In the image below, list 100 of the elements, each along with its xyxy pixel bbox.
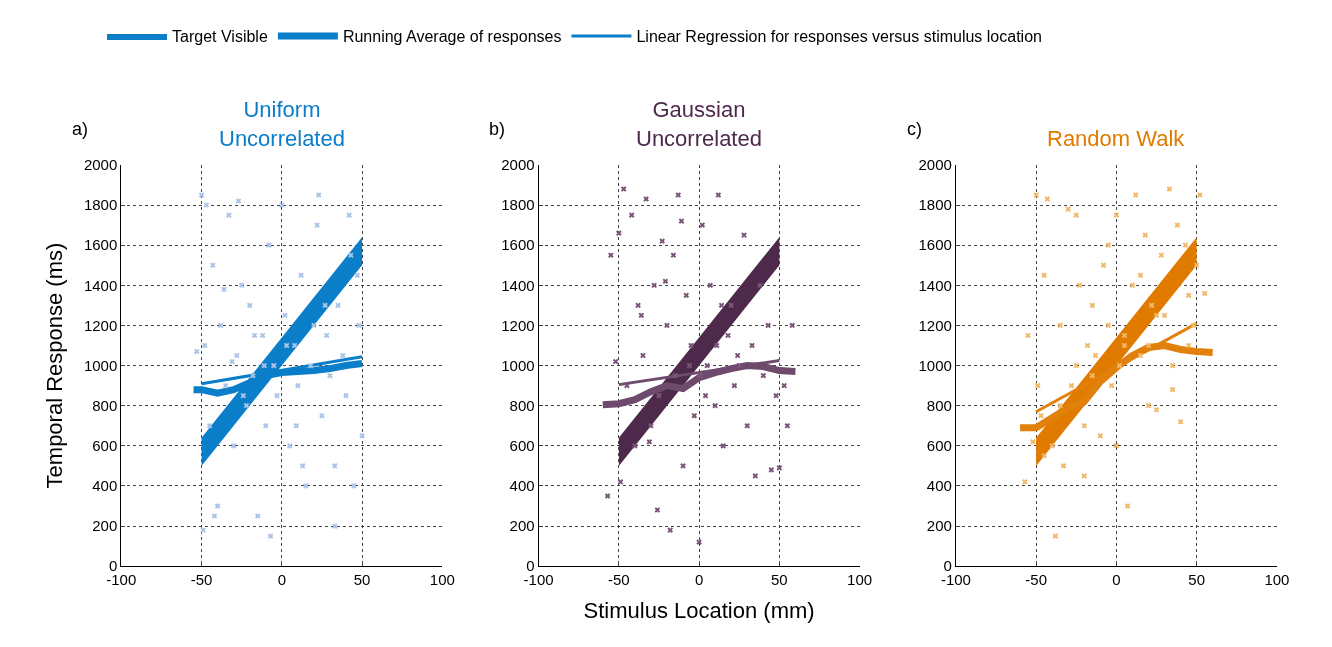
x-tick-label: 0 — [277, 571, 286, 589]
y-tick-label: 1200 — [83, 316, 118, 334]
point — [299, 463, 306, 469]
point — [1201, 290, 1208, 297]
point — [222, 382, 229, 389]
point — [757, 282, 763, 289]
point — [1137, 272, 1144, 279]
point — [1034, 382, 1041, 389]
point — [784, 422, 791, 429]
point — [675, 192, 682, 198]
point — [670, 252, 677, 259]
point — [1166, 186, 1173, 192]
point — [226, 212, 232, 218]
point — [1116, 362, 1123, 369]
point — [1197, 192, 1203, 198]
text: c) — [907, 119, 922, 139]
point — [266, 242, 272, 248]
legend-label: Running Average of responses — [342, 28, 562, 46]
y-tick-label: 200 — [509, 517, 535, 535]
point — [343, 392, 349, 399]
point — [736, 362, 743, 369]
point — [715, 192, 722, 198]
chart-title: Random Walk — [1047, 126, 1186, 151]
point — [1041, 453, 1047, 459]
point — [1121, 332, 1128, 339]
point — [699, 222, 706, 228]
point — [331, 463, 338, 469]
point — [697, 372, 704, 379]
point — [776, 465, 783, 471]
point — [616, 230, 622, 236]
point — [1129, 282, 1136, 289]
y-tick-label: 1400 — [918, 276, 952, 294]
point — [283, 342, 290, 349]
point — [1132, 192, 1139, 198]
point — [656, 392, 662, 399]
point — [686, 362, 693, 369]
point — [1084, 342, 1091, 349]
point — [1073, 212, 1080, 218]
point — [707, 282, 714, 289]
legend-label: Target Visible — [172, 28, 268, 46]
point — [200, 527, 206, 533]
y-tick-label: 1000 — [501, 356, 535, 374]
point — [1148, 302, 1155, 309]
point — [1022, 479, 1028, 485]
point — [1049, 443, 1056, 449]
point — [1185, 342, 1192, 349]
point — [731, 382, 738, 389]
point — [654, 507, 661, 513]
point — [662, 278, 669, 285]
text: a) — [72, 119, 89, 139]
point — [781, 382, 787, 389]
y-tick-label: 400 — [92, 477, 118, 495]
point — [1108, 382, 1115, 389]
point — [238, 282, 245, 289]
chart-title: Gaussian Uncorrelated — [636, 97, 762, 151]
point — [278, 202, 285, 208]
y-tick-label: 1800 — [83, 196, 118, 214]
point — [1092, 352, 1099, 359]
point — [1100, 262, 1107, 269]
point — [291, 342, 298, 349]
legend-label: Linear Regression for responses versus stimulus location — [636, 28, 1042, 46]
point — [1033, 192, 1039, 198]
x-tick-label: -50 — [190, 571, 213, 589]
point — [339, 352, 346, 359]
point — [331, 523, 338, 529]
point — [201, 342, 208, 349]
point — [651, 282, 657, 289]
x-tick-label: 50 — [771, 571, 788, 589]
y-tick-label: 2000 — [501, 156, 535, 174]
point — [1124, 503, 1131, 509]
text: b) — [489, 119, 506, 139]
point — [323, 332, 330, 339]
point — [211, 513, 218, 519]
y-tick-label: 400 — [926, 477, 952, 495]
y-tick-label: 1000 — [83, 356, 118, 374]
point — [712, 402, 718, 409]
point — [1169, 386, 1176, 393]
chart-title: Uniform Uncorrelated — [219, 97, 345, 151]
point — [752, 473, 759, 479]
point — [620, 186, 627, 192]
y-tick-label: 1800 — [918, 196, 952, 214]
point — [768, 467, 775, 473]
y-tick-label: 1600 — [501, 236, 535, 254]
point — [1142, 232, 1149, 238]
y-tick-label: 1000 — [918, 356, 952, 374]
point — [270, 362, 277, 369]
point — [240, 392, 247, 399]
point — [1137, 352, 1144, 359]
point — [193, 348, 200, 355]
point — [1065, 206, 1072, 212]
point — [1068, 382, 1075, 389]
point — [691, 412, 698, 419]
point — [1145, 342, 1152, 349]
point — [1121, 342, 1128, 349]
point — [1057, 322, 1064, 329]
point — [680, 463, 686, 469]
x-tick-label: 0 — [1112, 571, 1121, 589]
point — [354, 272, 361, 279]
point — [346, 212, 353, 218]
point — [1030, 438, 1036, 445]
